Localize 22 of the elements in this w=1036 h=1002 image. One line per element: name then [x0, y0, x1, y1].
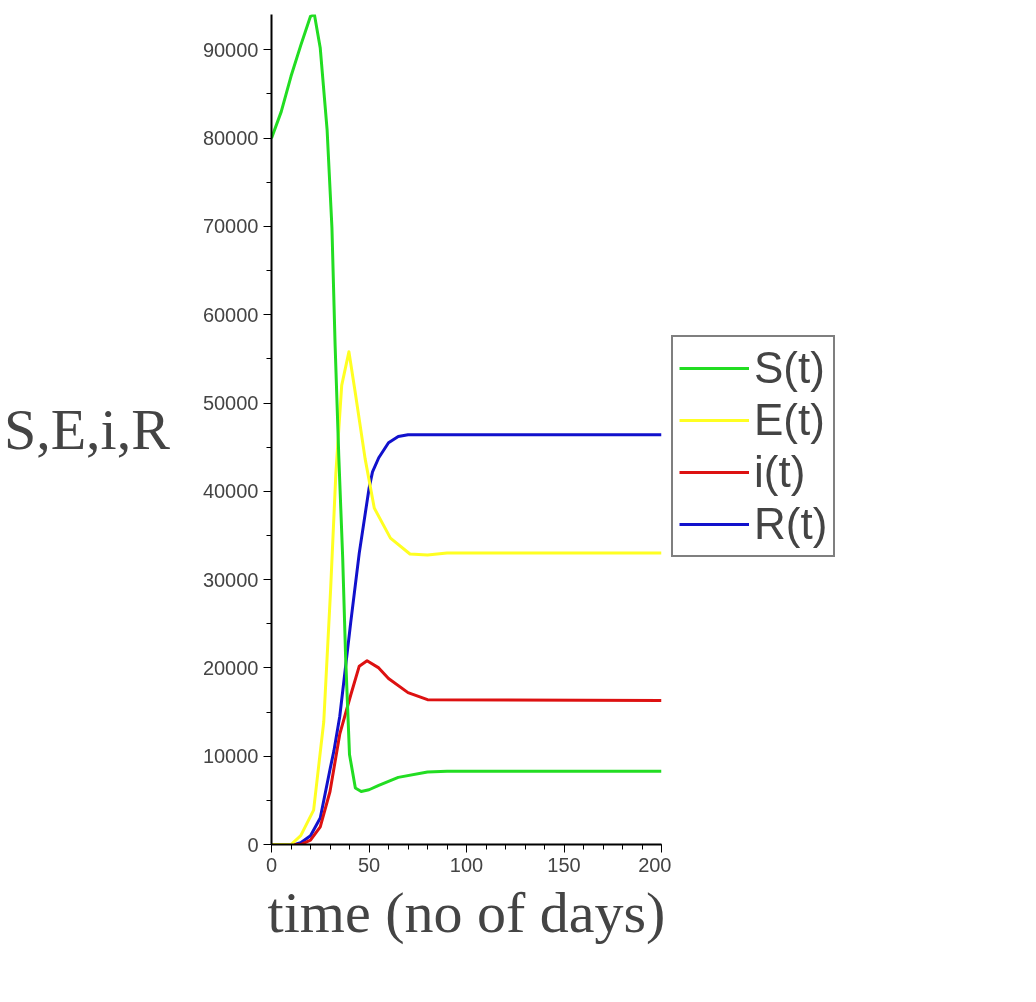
y-tick-label: 50000	[202, 392, 259, 415]
x-tick-label: 0	[265, 853, 278, 876]
y-tick-label: 40000	[202, 480, 259, 503]
x-tick-label: 150	[547, 853, 581, 876]
legend-label: S(t)	[754, 342, 825, 393]
x-axis-title: time (no of days)	[267, 879, 666, 945]
legend-label: R(t)	[754, 498, 828, 549]
x-tick-label: 200	[638, 853, 672, 876]
y-tick-label: 70000	[202, 215, 259, 238]
y-tick-label: 0	[247, 833, 259, 856]
y-tick-label: 20000	[202, 656, 259, 679]
y-tick-label: 90000	[202, 38, 259, 61]
y-tick-label: 60000	[202, 303, 259, 326]
y-tick-label: 10000	[202, 745, 259, 768]
y-tick-label: 30000	[202, 568, 259, 591]
x-tick-label: 100	[449, 853, 484, 876]
legend-label: i(t)	[754, 446, 806, 497]
line-series	[271, 14, 662, 794]
y-axis-title: S,E,i,R	[3, 397, 171, 462]
y-tick-label: 80000	[202, 127, 259, 150]
legend-label: E(t)	[754, 394, 825, 445]
x-tick-label: 50	[357, 853, 381, 876]
